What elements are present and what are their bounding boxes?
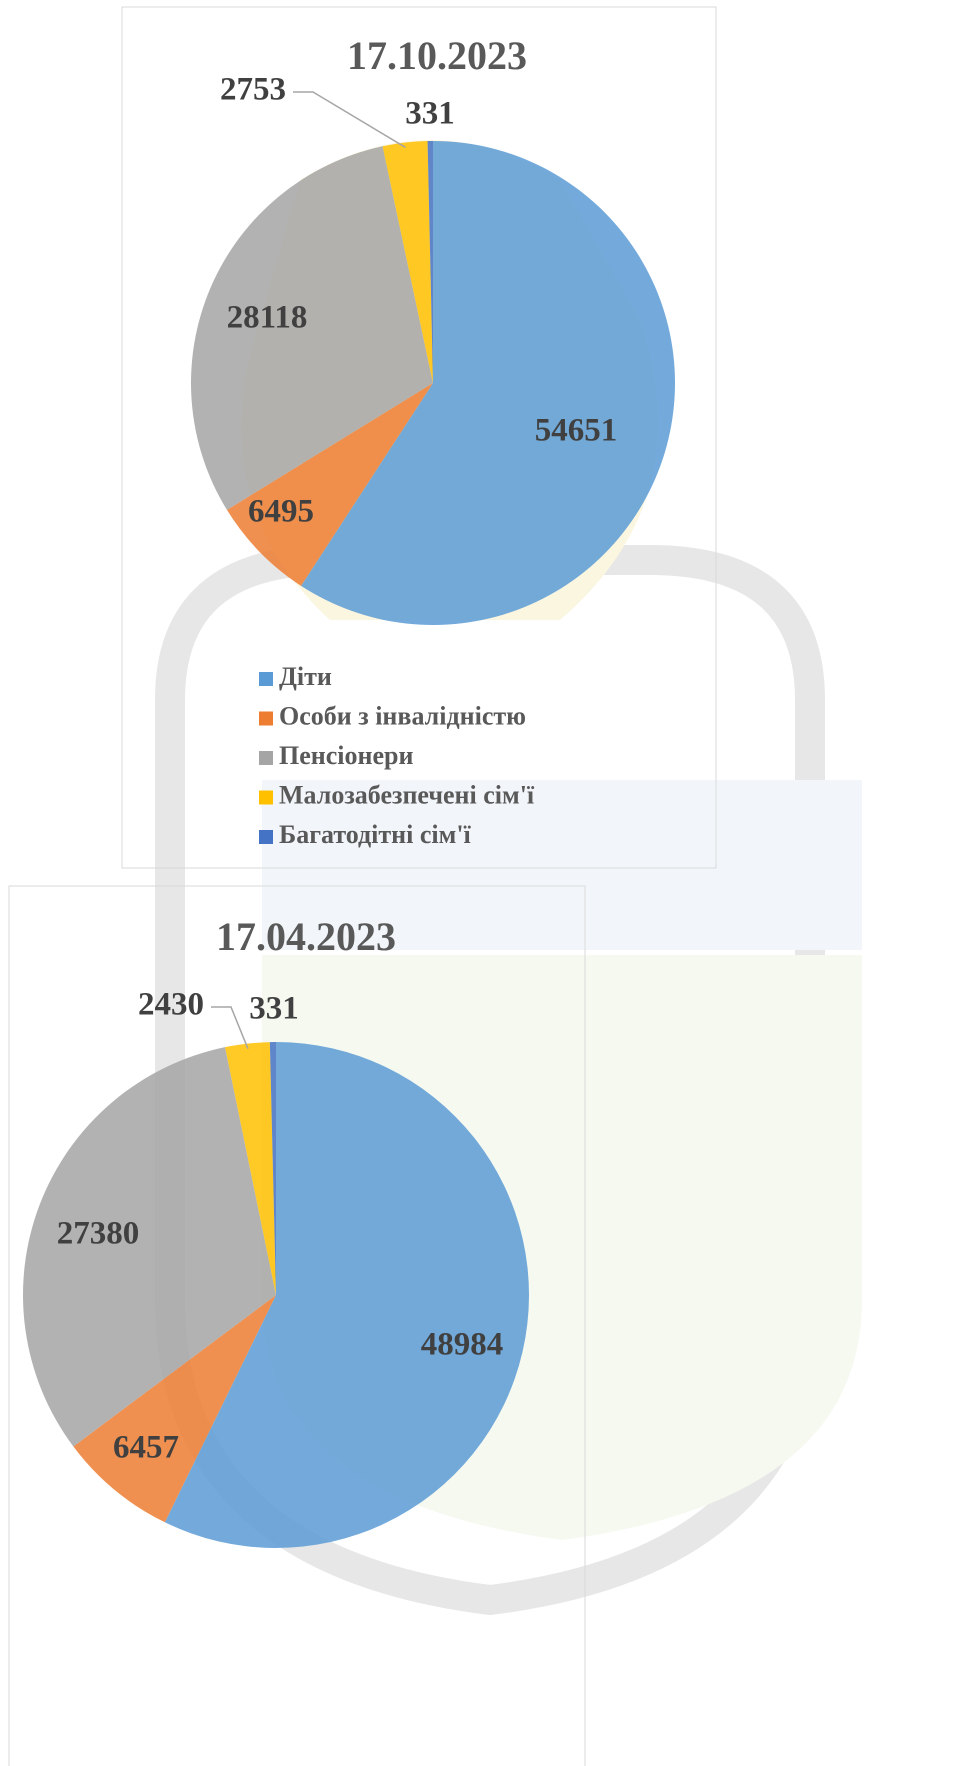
data-label: 2753 [220, 72, 286, 108]
chart-frame [121, 6, 717, 869]
legend-label: Багатодітні сім'ї [279, 820, 472, 849]
pie-slice [164, 1042, 529, 1548]
chart-frame [8, 885, 586, 1766]
legend-label: Пенсіонери [279, 741, 413, 770]
legend-swatch [259, 830, 273, 844]
legend-label: Малозабезпечені сім'ї [279, 780, 535, 809]
legend-label: Діти [279, 662, 332, 691]
pie-slice [73, 1295, 276, 1523]
legend-swatch [259, 672, 273, 686]
data-label: 54651 [535, 413, 618, 449]
pie-slice [226, 383, 433, 586]
leader-line [211, 1006, 249, 1049]
data-label: 331 [249, 991, 299, 1027]
chart-title: 17.04.2023 [216, 914, 396, 959]
data-label: 331 [405, 96, 455, 132]
chart-title: 17.10.2023 [347, 33, 527, 78]
pie-slice [191, 146, 433, 510]
pie-slice [225, 1042, 276, 1295]
legend-label: Особи з інвалідністю [279, 701, 526, 730]
data-label: 6457 [113, 1430, 179, 1466]
legend-swatch [259, 751, 273, 765]
pie-slice [382, 141, 433, 383]
data-label: 27380 [57, 1216, 140, 1252]
leader-line [293, 91, 406, 149]
legend-swatch [259, 790, 273, 805]
pie-slice [269, 1042, 276, 1295]
data-label: 6495 [248, 494, 314, 530]
data-label: 2430 [138, 987, 204, 1023]
pie-slice [23, 1047, 276, 1447]
pie-slice [427, 141, 433, 383]
legend-swatch [259, 711, 273, 726]
pie-slice [301, 141, 675, 625]
data-label: 28118 [227, 300, 308, 336]
data-label: 48984 [421, 1327, 504, 1363]
